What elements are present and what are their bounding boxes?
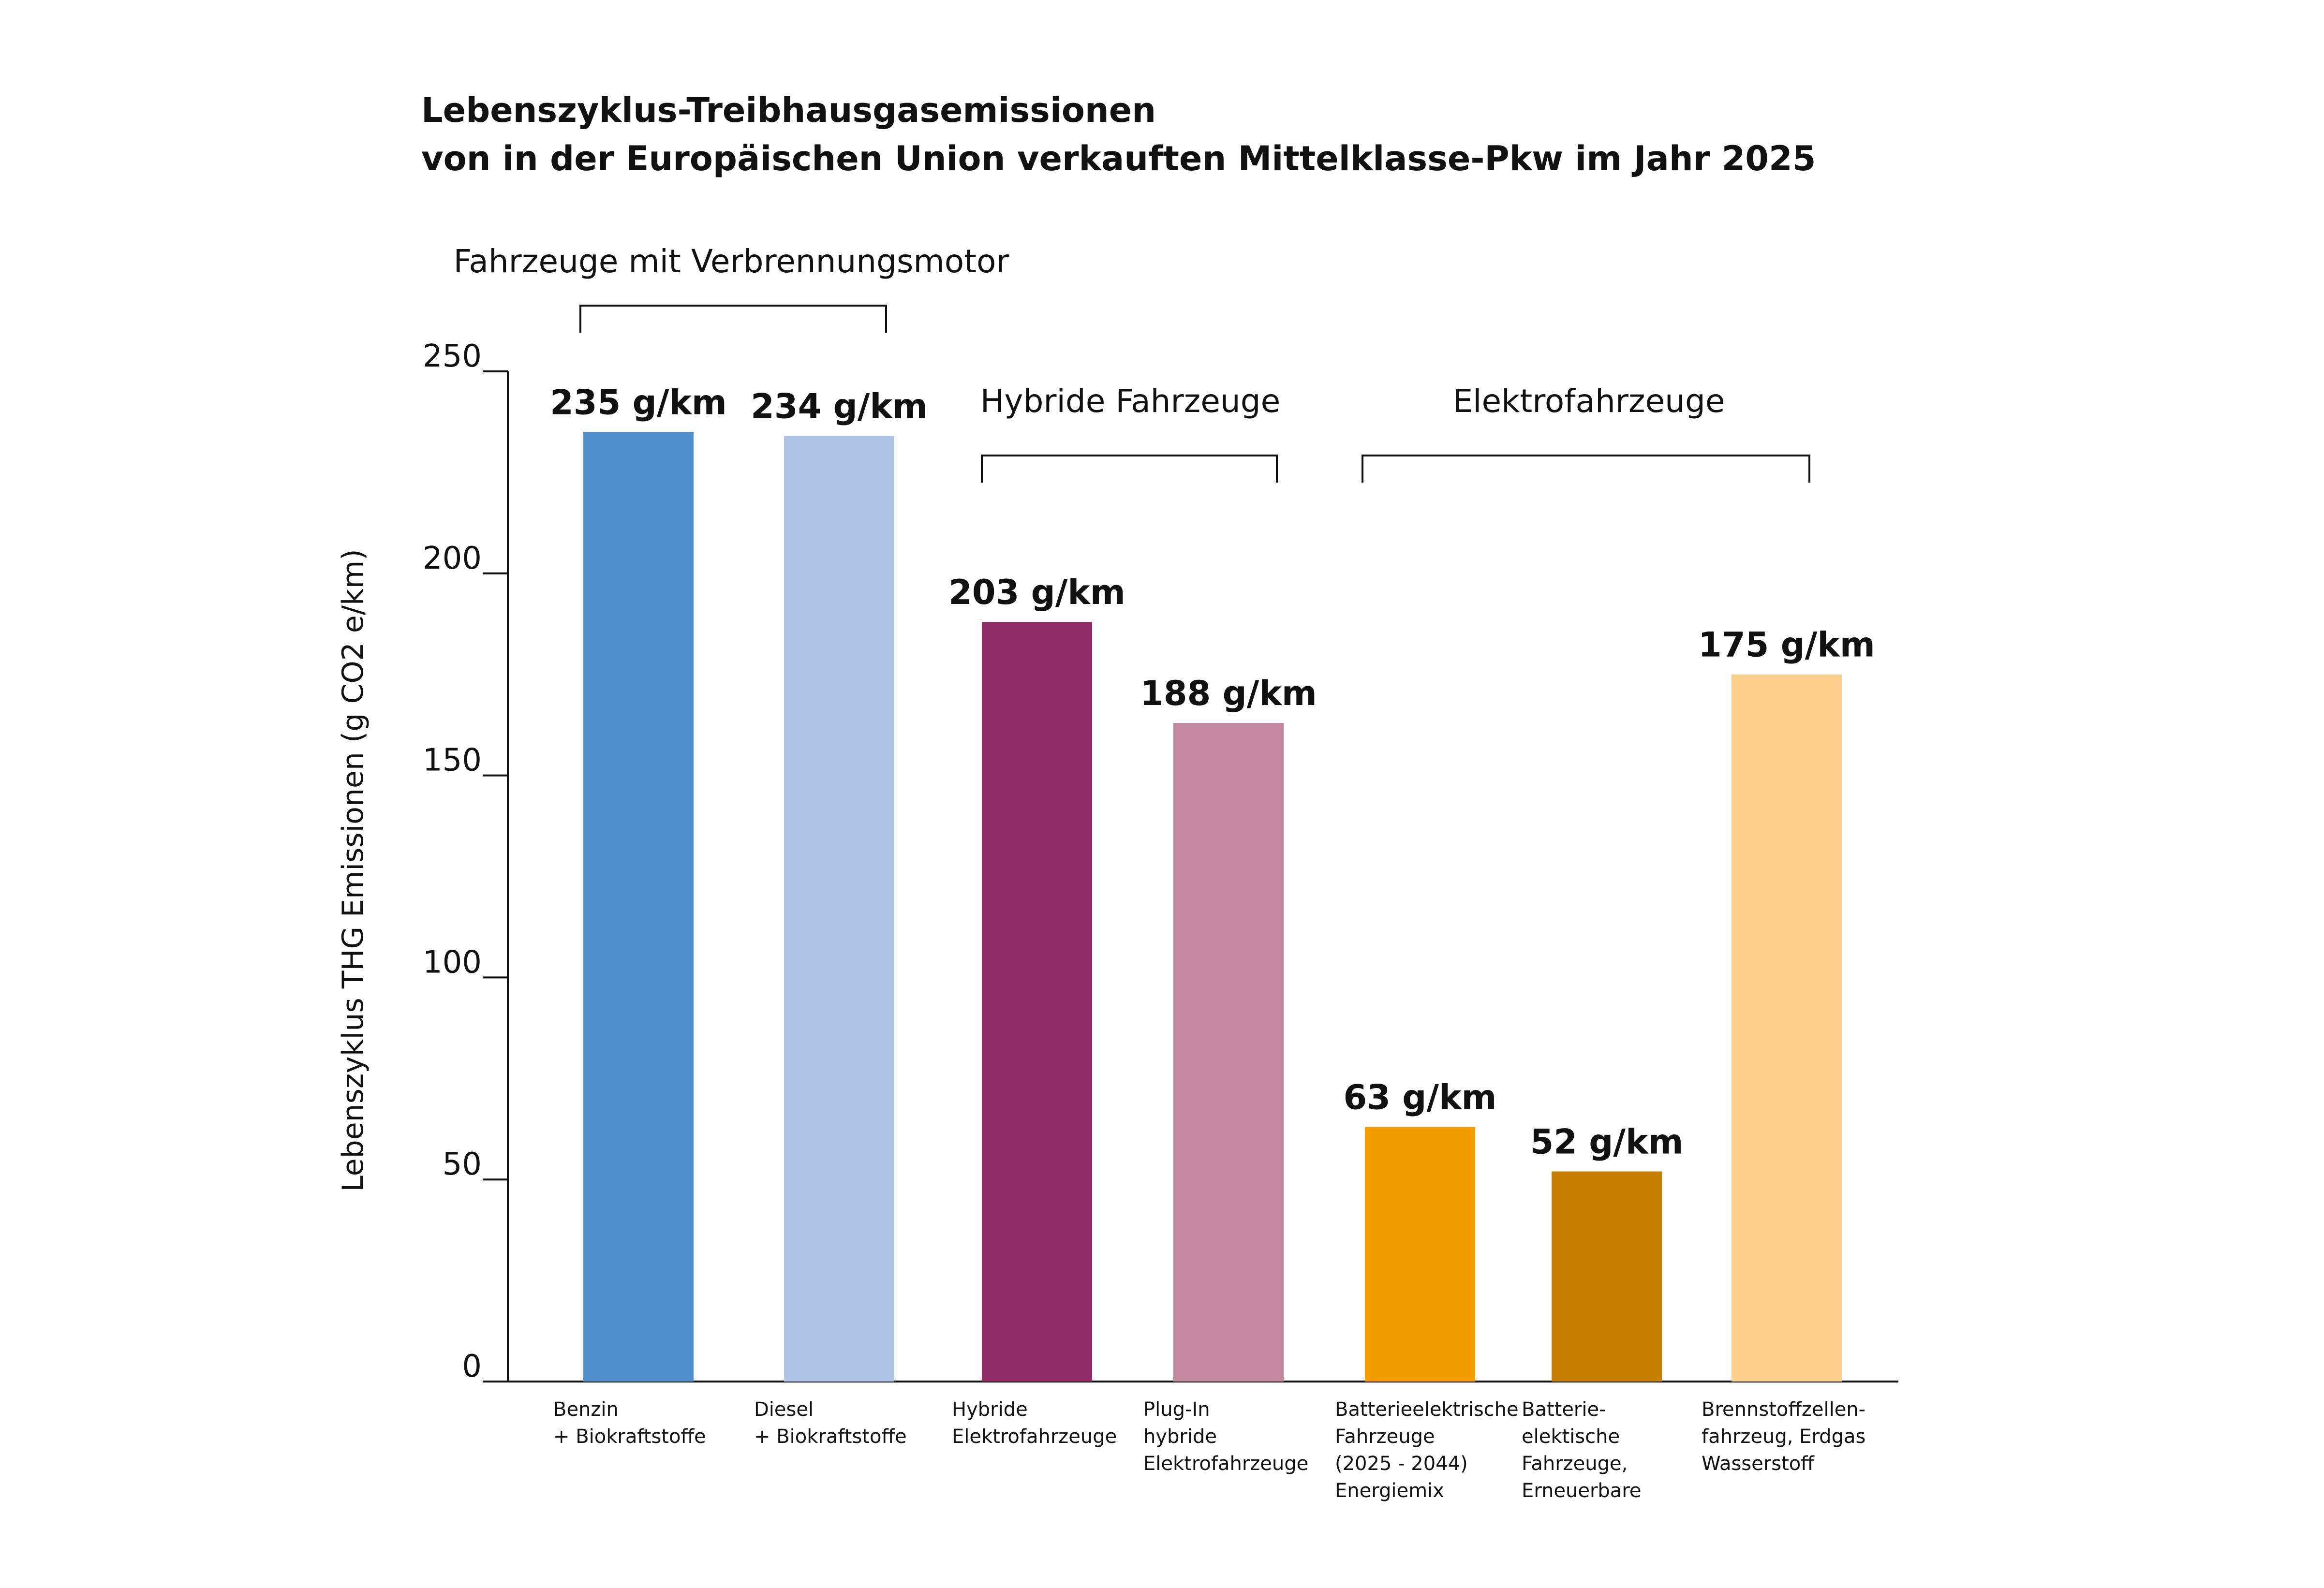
data-label-3: 188 g/km (1140, 674, 1317, 713)
category-label-6-2: Wasserstoff (1702, 1453, 1815, 1475)
category-label-4-0: Batterieelektrische (1335, 1398, 1519, 1421)
bar-0 (583, 432, 694, 1382)
y-tick-label-200: 200 (423, 541, 482, 576)
y-tick-label-250: 250 (423, 338, 482, 374)
y-axis-label: Lebenszyklus THG Emissionen (g CO2 e/km) (336, 549, 370, 1191)
category-label-0-0: Benzin (553, 1398, 619, 1421)
data-label-2: 203 g/km (948, 573, 1125, 612)
category-label-5-0: Batterie- (1522, 1398, 1606, 1421)
chart-title-line-1: Lebenszyklus-Treibhausgasemissionen (421, 90, 1156, 130)
category-label-5-3: Erneuerbare (1522, 1480, 1641, 1502)
group-bracket-2 (1362, 455, 1810, 483)
category-label-3-1: hybride (1143, 1426, 1217, 1448)
data-label-5: 52 g/km (1530, 1122, 1684, 1162)
category-label-4-2: (2025 - 2044) (1335, 1453, 1468, 1475)
y-tick-label-0: 0 (462, 1349, 482, 1384)
data-label-0: 235 g/km (550, 382, 727, 422)
category-label-1-1: + Biokraftstoffe (754, 1426, 907, 1448)
category-label-4-1: Fahrzeuge (1335, 1426, 1435, 1448)
bar-2 (982, 622, 1092, 1382)
category-label-2-0: Hybride (952, 1398, 1028, 1421)
data-label-4: 63 g/km (1344, 1078, 1497, 1117)
data-label-1: 234 g/km (751, 387, 928, 426)
chart-title-line-2: von in der Europäischen Union verkauften… (421, 139, 1816, 178)
bar-1 (784, 436, 894, 1382)
category-label-3-0: Plug-In (1143, 1398, 1210, 1421)
bar-6 (1732, 674, 1842, 1382)
category-label-3-2: Elektrofahrzeuge (1143, 1453, 1308, 1475)
group-label-2: Elektrofahrzeuge (1452, 382, 1725, 420)
group-label-0: Fahrzeuge mit Verbrennungsmotor (454, 243, 1010, 280)
y-tick-label-50: 50 (443, 1147, 482, 1182)
group-label-1: Hybride Fahrzeuge (980, 382, 1280, 420)
category-label-1-0: Diesel (754, 1398, 814, 1421)
data-label-6: 175 g/km (1698, 625, 1875, 665)
y-tick-label-150: 150 (423, 743, 482, 779)
bar-5 (1552, 1171, 1662, 1382)
bar-4 (1365, 1127, 1475, 1382)
category-label-5-1: elektische (1522, 1426, 1620, 1448)
category-label-4-3: Energiemix (1335, 1480, 1444, 1502)
category-label-5-2: Fahrzeuge, (1522, 1453, 1628, 1475)
category-label-6-1: fahrzeug, Erdgas (1702, 1426, 1865, 1448)
y-tick-label-100: 100 (423, 944, 482, 980)
category-label-0-1: + Biokraftstoffe (553, 1426, 706, 1448)
bar-3 (1173, 722, 1284, 1382)
group-bracket-1 (981, 455, 1278, 483)
group-bracket-0 (579, 305, 887, 333)
category-label-2-1: Elektrofahrzeuge (952, 1426, 1117, 1448)
category-label-6-0: Brennstoffzellen- (1702, 1398, 1865, 1421)
